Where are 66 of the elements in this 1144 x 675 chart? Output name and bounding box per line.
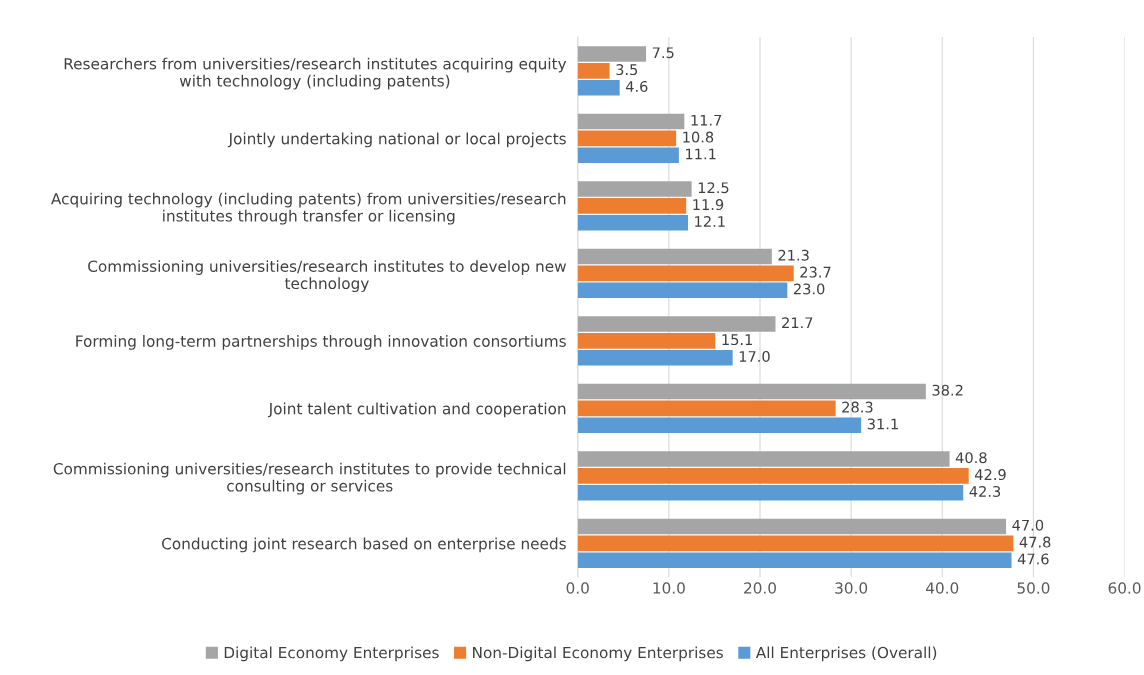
data-label: 31.1 bbox=[867, 418, 898, 430]
bar bbox=[577, 451, 950, 467]
data-label: 12.1 bbox=[695, 215, 725, 227]
bar bbox=[577, 400, 836, 417]
data-label: 15.1 bbox=[722, 334, 753, 346]
data-label: 7.5 bbox=[652, 47, 674, 59]
bar bbox=[577, 181, 692, 197]
x-tick-label: 10.0 bbox=[653, 582, 685, 594]
bar bbox=[577, 518, 1007, 535]
bar bbox=[577, 79, 620, 96]
bar bbox=[577, 383, 926, 400]
data-label: 42.9 bbox=[974, 469, 1006, 481]
bar bbox=[577, 484, 964, 501]
bar bbox=[577, 214, 688, 231]
y-tick-label: Jointly undertaking national or local projects bbox=[227, 132, 566, 148]
data-label: 3.5 bbox=[616, 64, 638, 76]
data-label: 47.0 bbox=[1012, 519, 1044, 531]
x-tick-label: 40.0 bbox=[926, 582, 959, 594]
y-tick-label: Forming long-term partnerships through innovation consortiums bbox=[76, 335, 566, 350]
data-label: 23.0 bbox=[793, 283, 825, 295]
bar bbox=[577, 248, 772, 265]
bar bbox=[577, 147, 679, 164]
data-label: 11.7 bbox=[691, 114, 722, 126]
data-label: 21.3 bbox=[778, 249, 809, 261]
data-label: 47.6 bbox=[1017, 553, 1049, 565]
bar bbox=[577, 349, 733, 366]
data-label: 11.1 bbox=[686, 148, 716, 160]
bar bbox=[577, 130, 677, 147]
data-label: 38.2 bbox=[932, 384, 963, 396]
data-label: 4.6 bbox=[625, 80, 648, 92]
legend-label: Non-Digital Economy Enterprises bbox=[473, 646, 723, 662]
data-label: 10.8 bbox=[683, 131, 714, 143]
x-tick-label: 30.0 bbox=[835, 582, 868, 594]
bar bbox=[577, 552, 1012, 569]
y-tick-label: Acquiring technology (including patents) from universities/research institutes through transfer or licensing bbox=[51, 192, 566, 225]
data-label: 47.8 bbox=[1019, 536, 1051, 548]
bar bbox=[577, 282, 788, 299]
data-label: 21.7 bbox=[782, 317, 813, 329]
y-tick-label: Conducting joint research based on enterprise needs bbox=[162, 537, 566, 553]
data-label: 42.3 bbox=[969, 485, 1001, 497]
legend-label: All Enterprises (Overall) bbox=[755, 646, 937, 662]
y-tick-label: Joint talent cultivation and cooperation bbox=[267, 402, 566, 418]
data-label: 17.0 bbox=[739, 350, 770, 362]
bar bbox=[577, 535, 1014, 552]
y-tick-label: Researchers from universities/research institutes acquiring equity with technology (including patents) bbox=[64, 57, 567, 90]
data-label: 28.3 bbox=[842, 401, 873, 413]
x-tick-label: 0.0 bbox=[566, 582, 589, 594]
bar bbox=[577, 63, 610, 79]
bar bbox=[577, 198, 687, 214]
x-tick-label: 60.0 bbox=[1108, 582, 1141, 594]
x-tick-label: 20.0 bbox=[744, 582, 776, 594]
bar bbox=[577, 46, 647, 62]
bar bbox=[577, 113, 685, 130]
data-label: 12.5 bbox=[698, 182, 729, 194]
data-label: 23.7 bbox=[800, 266, 831, 278]
data-label: 40.8 bbox=[955, 452, 987, 464]
data-label: 11.9 bbox=[693, 199, 724, 211]
bar bbox=[577, 417, 862, 434]
legend-label: Digital Economy Enterprises bbox=[224, 646, 439, 662]
y-tick-label: Commissioning universities/research institutes to provide technical consulting or services bbox=[53, 462, 566, 495]
x-tick-label: 50.0 bbox=[1017, 582, 1050, 594]
y-tick-label: Commissioning universities/research institutes to develop new technology bbox=[88, 260, 566, 293]
bar bbox=[577, 265, 794, 282]
bar bbox=[577, 316, 776, 332]
bar bbox=[577, 468, 969, 484]
bar bbox=[577, 333, 716, 349]
